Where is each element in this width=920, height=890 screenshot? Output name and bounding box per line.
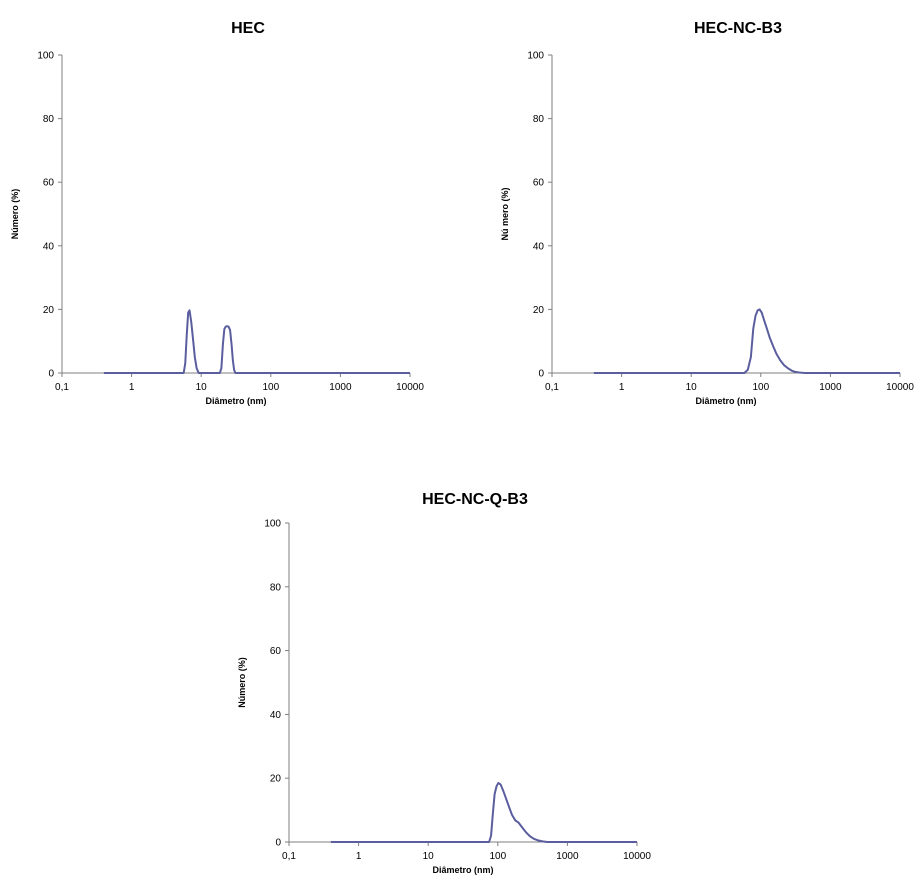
y-tick-label: 60 — [270, 646, 282, 657]
chart-title: HEC-NC-Q-B3 — [422, 491, 528, 508]
y-tick-label: 60 — [43, 178, 55, 189]
chart-2: HEC-NC-B3 0 20 40 60 80 100 0,1 1 10 100 1000 10000 D… — [500, 20, 914, 406]
x-tick-label: 1000 — [819, 382, 842, 393]
y-axis-label: Número (%) — [237, 657, 247, 708]
x-tick-label: 10000 — [396, 382, 424, 393]
y-tick-label: 100 — [37, 51, 54, 62]
x-tick-label: 10 — [196, 382, 208, 393]
y-tick-label: 20 — [43, 305, 55, 316]
chart-3: HEC-NC-Q-B3 0 20 40 60 80 100 0,1 1 10 100 1000 1000… — [237, 491, 651, 875]
x-tick-label: 10 — [423, 851, 435, 862]
x-tick-label: 1000 — [556, 851, 579, 862]
x-tick-label: 1 — [129, 382, 135, 393]
x-tick-label: 10000 — [886, 382, 914, 393]
x-tick-label: 1000 — [329, 382, 352, 393]
y-tick-label: 40 — [43, 241, 55, 252]
y-axis-label: Nú mero (%) — [500, 187, 510, 240]
x-tick-label: 0,1 — [545, 382, 559, 393]
x-tick-label: 100 — [262, 382, 279, 393]
x-tick-label: 10000 — [623, 851, 651, 862]
chart-title: HEC-NC-B3 — [694, 20, 782, 37]
x-tick-label: 100 — [489, 851, 506, 862]
x-axis-label: Diâmetro (nm) — [205, 396, 266, 406]
y-tick-label: 0 — [538, 369, 544, 380]
x-axis-label: Diâmetro (nm) — [432, 865, 493, 875]
y-tick-label: 80 — [270, 582, 282, 593]
y-tick-label: 20 — [533, 305, 545, 316]
x-tick-label: 1 — [356, 851, 362, 862]
x-tick-label: 10 — [686, 382, 698, 393]
x-axis-label: Diâmetro (nm) — [695, 396, 756, 406]
y-tick-label: 0 — [48, 369, 54, 380]
x-tick-label: 100 — [752, 382, 769, 393]
y-tick-label: 40 — [270, 710, 282, 721]
chart-title: HEC — [231, 20, 265, 37]
y-tick-label: 60 — [533, 178, 545, 189]
series-line — [103, 309, 410, 374]
y-tick-label: 40 — [533, 241, 545, 252]
y-axis-label: Número (%) — [10, 189, 20, 240]
y-tick-label: 100 — [264, 519, 281, 530]
x-tick-label: 1 — [619, 382, 625, 393]
series-line — [330, 781, 637, 843]
y-tick-label: 80 — [533, 114, 545, 125]
chart-1: HEC 0 20 40 60 80 100 0,1 1 10 100 1000 10000 Diâmetr… — [10, 20, 424, 406]
y-tick-label: 100 — [527, 51, 544, 62]
x-tick-label: 0,1 — [55, 382, 69, 393]
y-tick-label: 20 — [270, 774, 282, 785]
y-tick-label: 0 — [275, 838, 281, 849]
y-tick-label: 80 — [43, 114, 55, 125]
x-tick-label: 0,1 — [282, 851, 296, 862]
series-line — [593, 308, 900, 374]
